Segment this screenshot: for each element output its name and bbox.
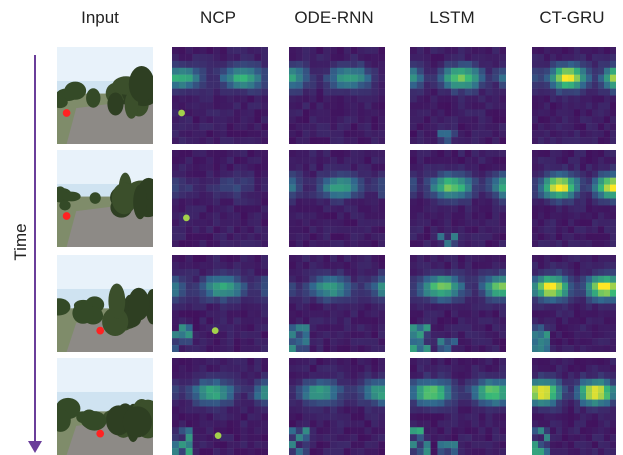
lstm-frame-2 [410,150,506,247]
input-frame-4 [57,358,153,455]
lstm-frame-4 [410,358,506,455]
ncp-frame-2 [172,150,268,247]
column-header-ct-gru: CT-GRU [539,8,605,27]
column-header-ncp: NCP [200,8,236,27]
target-marker-icon [96,326,105,335]
target-marker-icon [62,109,71,117]
input-frame-2 [57,150,153,247]
ncp-frame-3 [172,255,268,352]
column-header-input: Input [81,8,119,27]
ode-frame-2 [289,150,385,247]
target-marker-icon [62,212,71,220]
target-marker-icon [96,429,105,438]
lstm-frame-1 [410,47,506,144]
lstm-frame-3 [410,255,506,352]
ode-frame-4 [289,358,385,455]
column-header-ode-rnn: ODE-RNN [294,8,374,27]
time-arrow [28,55,42,453]
ctgru-frame-3 [532,255,616,352]
column-header-lstm: LSTM [429,8,475,27]
ncp-frame-1 [172,47,268,144]
ncp-frame-4 [172,358,268,455]
ode-frame-3 [289,255,385,352]
ctgru-frame-4 [532,358,616,455]
ctgru-frame-2 [532,150,616,247]
input-frame-1 [57,47,153,144]
ode-frame-1 [289,47,385,144]
input-frame-3 [57,255,153,352]
ctgru-frame-1 [532,47,616,144]
